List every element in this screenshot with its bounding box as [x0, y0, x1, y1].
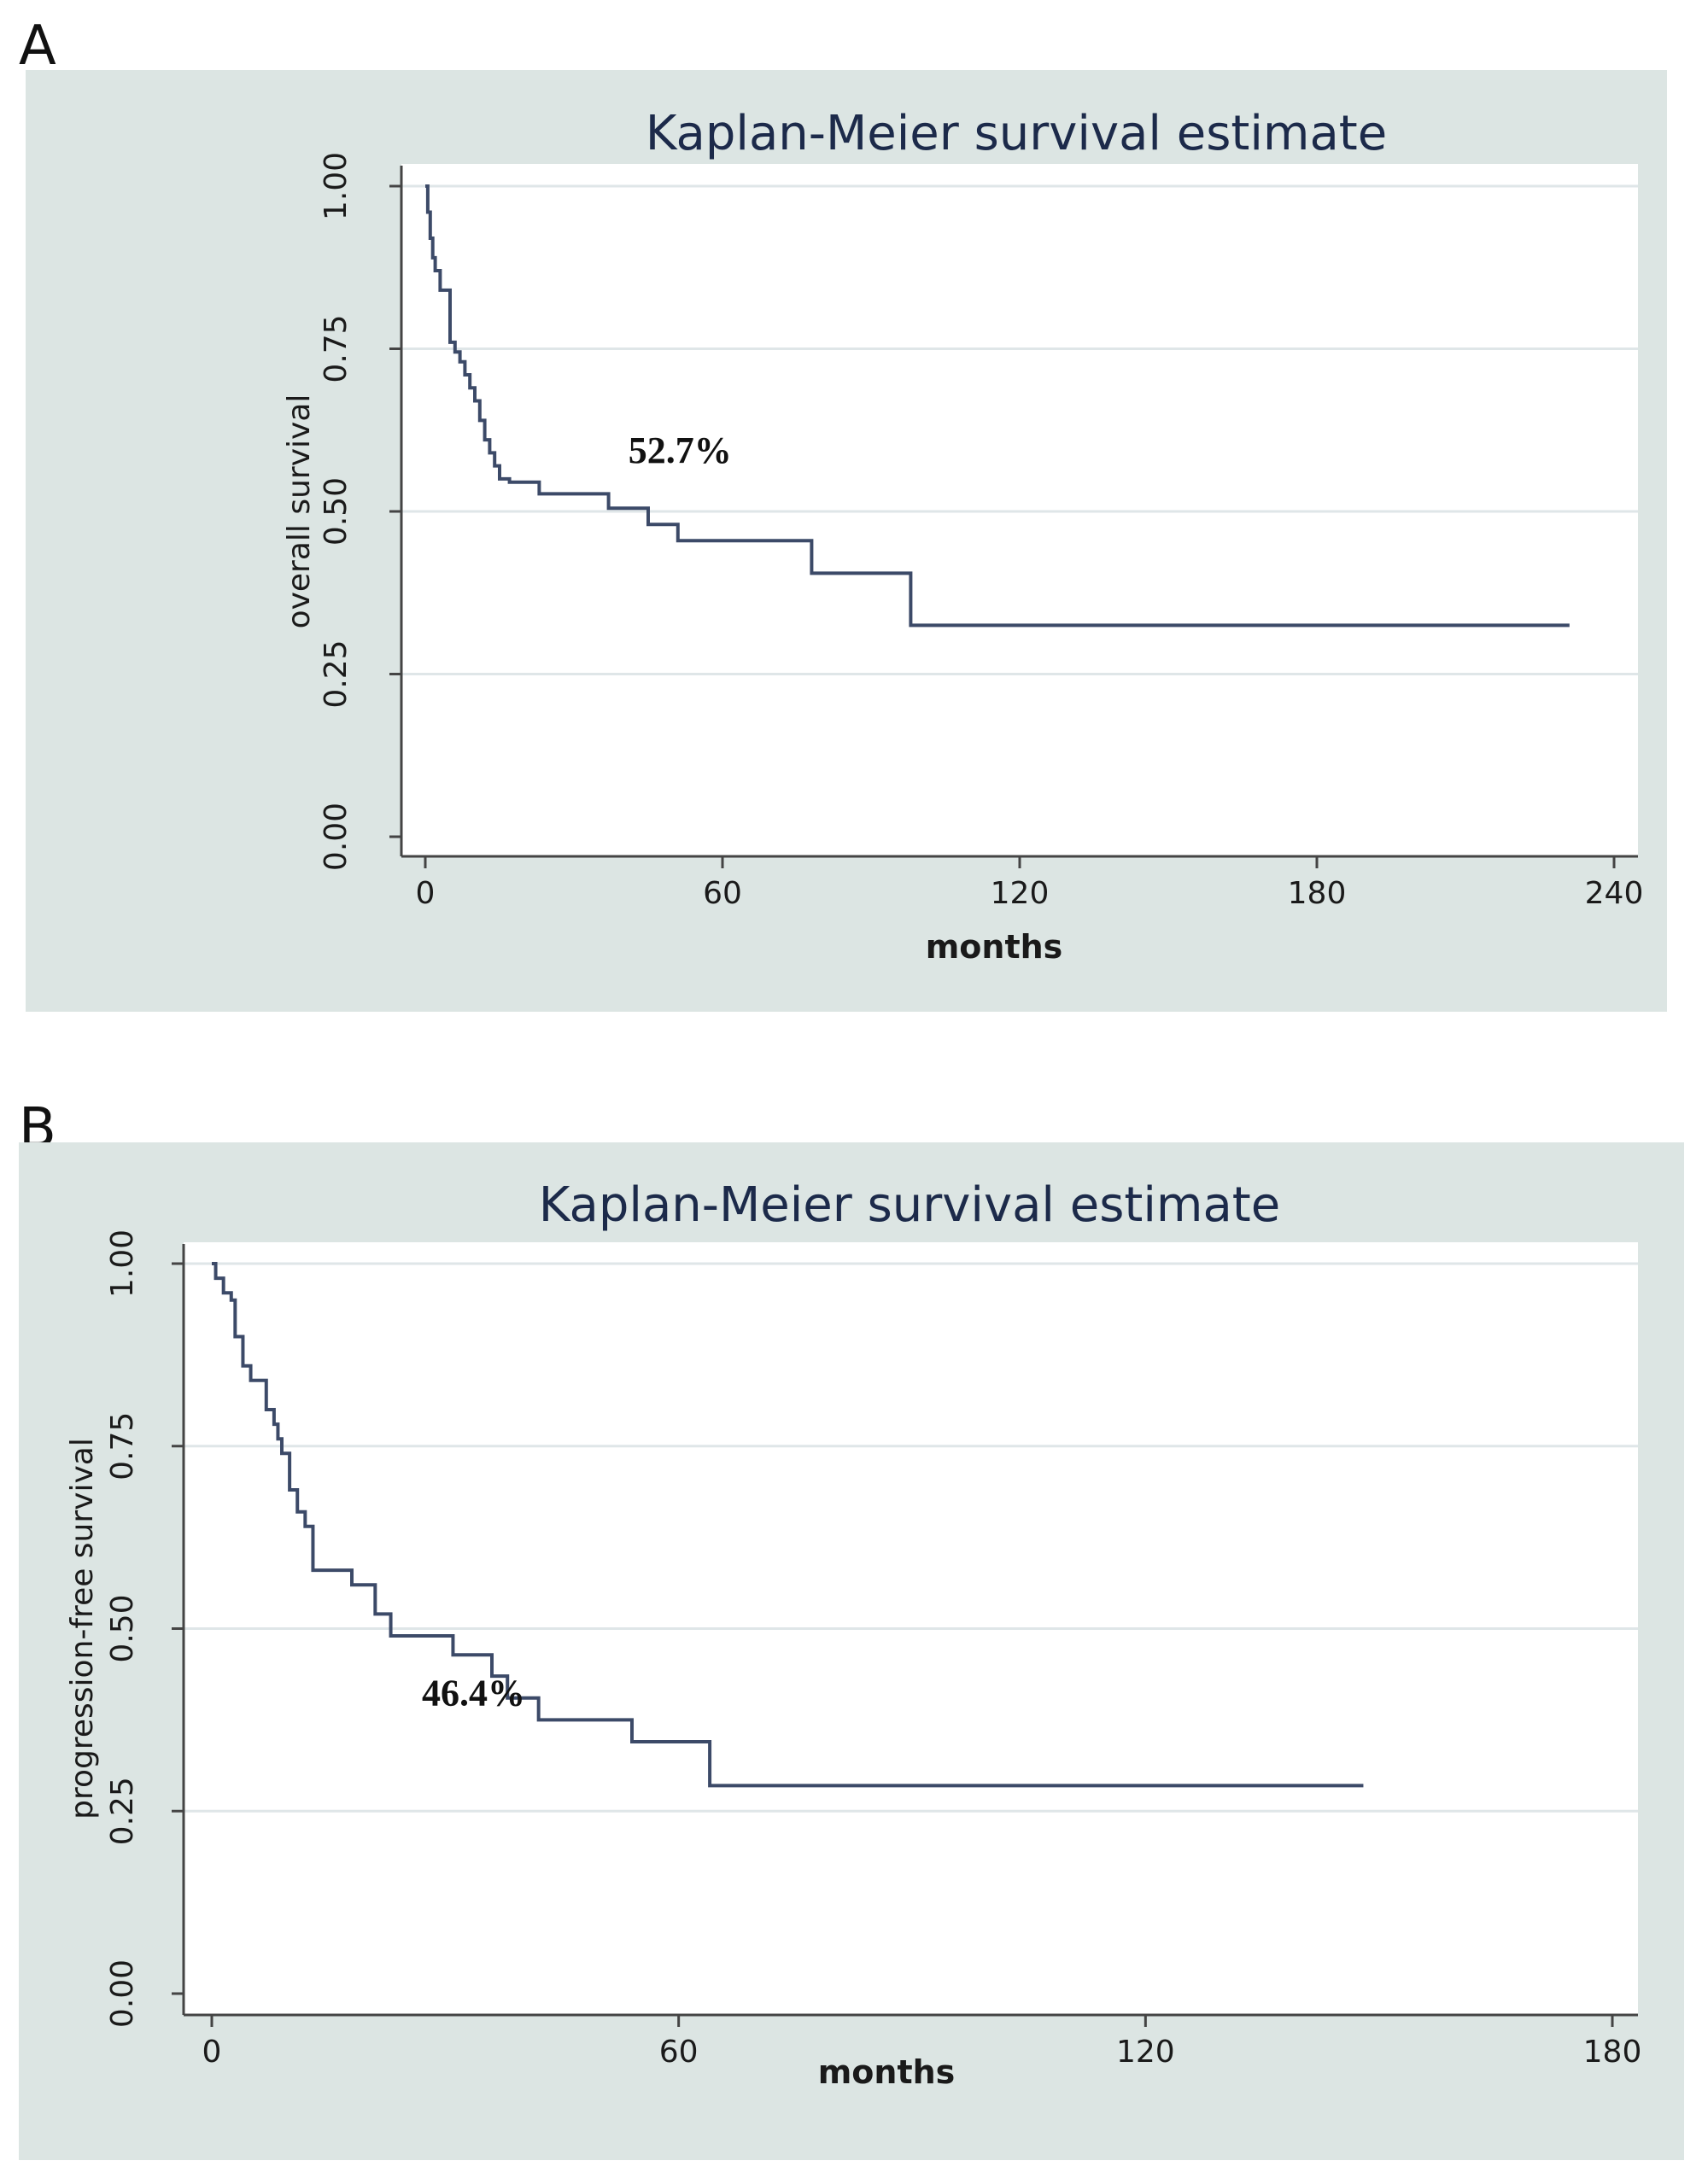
y-tick-label: 0.00 [319, 803, 354, 871]
y-tick-label: 0.50 [319, 477, 354, 546]
chart-title: Kaplan-Meier survival estimate [646, 106, 1387, 161]
x-tick-label: 180 [1583, 2035, 1642, 2070]
survival-curve [212, 1262, 1364, 1788]
x-tick-label: 120 [1116, 2035, 1175, 2070]
survival-curve [425, 184, 1570, 628]
x-tick-label: 120 [991, 876, 1050, 911]
x-tick-label: 60 [659, 2035, 699, 2070]
chart-a-overall-survival: 0.00 0.25 0.50 0.75 1.00 0 60 120 180 240 Kaplan-M… [26, 70, 1667, 1012]
x-axis-label: months [926, 928, 1063, 966]
y-tick-label: 1.00 [105, 1229, 140, 1298]
y-tick-label: 0.25 [319, 639, 354, 708]
y-tick-label: 0.00 [105, 1959, 140, 2028]
y-tick-label: 1.00 [319, 152, 354, 220]
x-tick-label: 0 [202, 2035, 222, 2070]
survival-rate-annotation: 52.7% [629, 429, 732, 471]
y-axis-label: progression-free survival [65, 1438, 100, 1819]
x-tick-label: 60 [703, 876, 742, 911]
x-tick-label: 180 [1288, 876, 1347, 911]
y-tick-label: 0.25 [105, 1777, 140, 1845]
y-tick-label: 0.50 [105, 1594, 140, 1662]
x-axis-label: months [818, 2053, 956, 2091]
survival-rate-annotation: 46.4% [422, 1672, 525, 1714]
y-tick-label: 0.75 [105, 1412, 140, 1480]
y-tick-label: 0.75 [319, 314, 354, 382]
y-axis-label: overall survival [282, 394, 317, 629]
x-tick-label: 0 [416, 876, 436, 911]
chart-title: Kaplan-Meier survival estimate [539, 1177, 1280, 1233]
x-tick-label: 240 [1585, 876, 1644, 911]
chart-b-progression-free-survival: 0.00 0.25 0.50 0.75 1.00 0 60 120 180 Kaplan-Meie… [19, 1142, 1684, 2160]
panel-label-a: A [19, 15, 56, 78]
